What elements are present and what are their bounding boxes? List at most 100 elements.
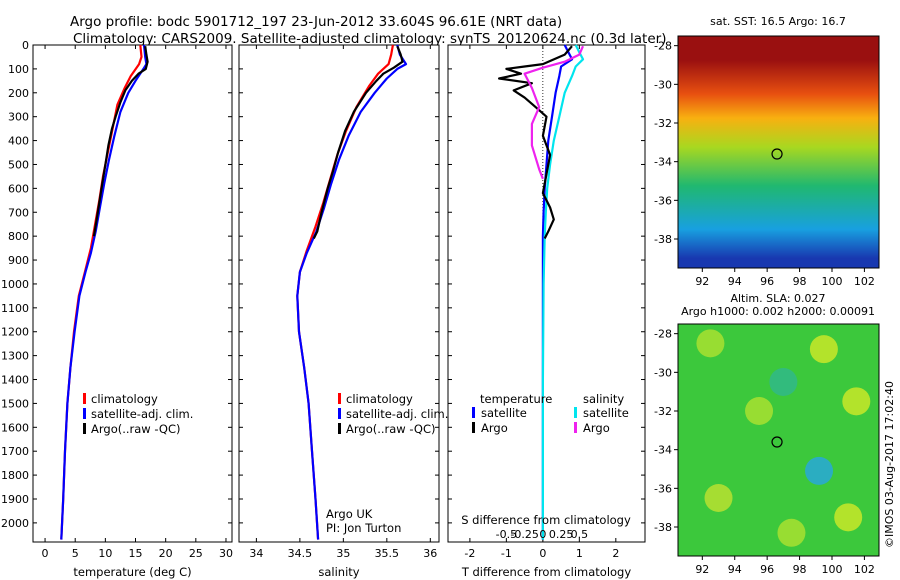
credit-text: ©IMOS 03-Aug-2017 17:02:40 bbox=[883, 381, 896, 548]
temperature-frame bbox=[32, 44, 233, 543]
sla-map-xtick-label: 96 bbox=[760, 563, 774, 576]
sst-map-ytick-label: -38 bbox=[654, 233, 672, 246]
sla-anomaly-blob bbox=[704, 484, 733, 512]
difference-xtick-label: 2 bbox=[612, 547, 619, 560]
temperature-ytick-label: 300 bbox=[8, 111, 29, 124]
difference-xtick-label: 0 bbox=[539, 547, 546, 560]
sst-map-panel: 92 94 96 98 100 102 -28 -30 -32 -34 -36 -38 sat. SST… bbox=[654, 15, 880, 288]
sst-field bbox=[678, 36, 879, 268]
temperature-ytick-label: 100 bbox=[8, 63, 29, 76]
legend-label: Argo(..raw -QC) bbox=[91, 422, 181, 436]
temperature-ytick-label: 1100 bbox=[1, 302, 29, 315]
temperature-xtick-label: 15 bbox=[129, 547, 143, 560]
temperature-ytick-label: 1000 bbox=[1, 278, 29, 291]
sla-anomaly-blob bbox=[809, 335, 838, 364]
legend-label: Argo bbox=[481, 421, 508, 435]
legend-label: satellite-adj. clim. bbox=[91, 407, 193, 421]
sla-map-title: Altim. SLA: 0.027 bbox=[730, 292, 825, 305]
temperature-xtick-label: 25 bbox=[189, 547, 203, 560]
legend-swatch bbox=[338, 423, 341, 434]
sla-map-ytick-label: -34 bbox=[654, 444, 672, 457]
temperature-ytick-label: 900 bbox=[8, 254, 29, 267]
salinity-xtick-label: 35.5 bbox=[375, 547, 400, 560]
difference-xtick2-label: 0.25 bbox=[549, 528, 574, 541]
difference-xtick2-label: -0.25 bbox=[510, 528, 538, 541]
temperature-xtick-label: 10 bbox=[98, 547, 112, 560]
sla-map-field bbox=[678, 324, 879, 556]
salinity-xtick-label: 34.5 bbox=[288, 547, 313, 560]
legend-swatch bbox=[574, 422, 577, 433]
sla-map-panel: 92 94 96 98 100 102 -28 -30 -32 -34 -36 -38 Altim. S… bbox=[654, 292, 880, 576]
temperature-series-argorawqc bbox=[92, 46, 149, 237]
temperature-ytick-label: 200 bbox=[8, 87, 29, 100]
salinity-panel: 34 34.5 35 35.5 36 salinity climatologysatelli… bbox=[238, 44, 448, 579]
temperature-xtick-label: 30 bbox=[219, 547, 233, 560]
figure-title-line2: Climatology: CARS2009. Satellite-adjuste… bbox=[73, 31, 666, 47]
difference-xtick2-label: -0.5 bbox=[496, 528, 517, 541]
temperature-ytick-label: 1600 bbox=[1, 421, 29, 434]
difference-xlabel2: S difference from climatology bbox=[461, 513, 631, 527]
sla-anomaly-blob bbox=[842, 387, 871, 416]
difference-panel: -2 -1 0 1 2 T difference from climatology -0.5… bbox=[447, 44, 646, 579]
difference-xtick-label: -1 bbox=[501, 547, 512, 560]
temperature-ytick-label: 2000 bbox=[1, 517, 29, 530]
legend-swatch bbox=[83, 423, 86, 434]
sla-anomaly-blob bbox=[745, 397, 774, 425]
temperature-ytick-label: 1900 bbox=[1, 493, 29, 506]
sst-map-ytick-label: -36 bbox=[654, 194, 672, 207]
legend-swatch bbox=[472, 422, 475, 433]
temperature-xlabel: temperature (deg C) bbox=[73, 565, 191, 579]
sla-map-ytick-label: -32 bbox=[654, 405, 672, 418]
sla-anomaly-blob bbox=[805, 456, 834, 485]
temperature-ytick-label: 700 bbox=[8, 206, 29, 219]
difference-xtick2-label: 0.5 bbox=[571, 528, 589, 541]
salinity-frame bbox=[238, 44, 440, 543]
sla-map-xtick-label: 94 bbox=[728, 563, 742, 576]
sst-map-frame bbox=[677, 35, 880, 269]
sst-map-field bbox=[678, 36, 879, 268]
sla-map-ytick-label: -30 bbox=[654, 366, 672, 379]
temperature-ytick-label: 1700 bbox=[1, 445, 29, 458]
difference-xlabel: T difference from climatology bbox=[461, 565, 632, 579]
sla-map-xtick-label: 92 bbox=[695, 563, 709, 576]
difference-series-satellite-salinity bbox=[541, 44, 585, 540]
difference-xtick-label: 1 bbox=[576, 547, 583, 560]
legend-label: Argo bbox=[583, 421, 610, 435]
difference-xtick-label: -2 bbox=[464, 547, 475, 560]
legend-label: satellite bbox=[583, 406, 629, 420]
difference-xtick2-label: 0 bbox=[539, 528, 546, 541]
difference-legend-title: salinity bbox=[583, 392, 624, 406]
sla-anomaly-blob bbox=[696, 329, 725, 358]
sst-map-xtick-label: 100 bbox=[821, 275, 842, 288]
temperature-ytick-label: 800 bbox=[8, 230, 29, 243]
sst-map-ytick-label: -28 bbox=[654, 40, 672, 53]
temperature-ytick-label: 1400 bbox=[1, 374, 29, 387]
sla-map-subtitle: Argo h1000: 0.002 h2000: 0.00091 bbox=[681, 305, 875, 318]
difference-series-argo-temperature bbox=[498, 45, 573, 239]
temperature-xtick-label: 5 bbox=[72, 547, 79, 560]
sla-anomaly-blob bbox=[769, 368, 798, 396]
temperature-ytick-label: 600 bbox=[8, 182, 29, 195]
temperature-xtick-label: 0 bbox=[42, 547, 49, 560]
legend-label: Argo(..raw -QC) bbox=[346, 422, 436, 436]
sst-map-xtick-label: 102 bbox=[854, 275, 875, 288]
legend-label: satellite-adj. clim. bbox=[346, 407, 448, 421]
legend-label: climatology bbox=[346, 392, 413, 406]
temperature-panel: 0100200300400500600700800900100011001200… bbox=[1, 39, 233, 579]
temperature-ytick-label: 1200 bbox=[1, 326, 29, 339]
difference-legend-title: temperature bbox=[480, 392, 552, 406]
sla-map-xtick-label: 98 bbox=[793, 563, 807, 576]
sla-map-ytick-label: -38 bbox=[654, 521, 672, 534]
temperature-ytick-label: 0 bbox=[22, 39, 29, 52]
legend-swatch bbox=[338, 393, 341, 404]
legend-swatch bbox=[338, 408, 341, 419]
sst-map-xtick-label: 98 bbox=[793, 275, 807, 288]
legend-swatch bbox=[574, 407, 577, 418]
sst-map-xtick-label: 96 bbox=[760, 275, 774, 288]
salinity-annotation: Argo UK bbox=[326, 507, 373, 521]
temperature-ytick-label: 1300 bbox=[1, 350, 29, 363]
difference-series-argo-salinity bbox=[523, 45, 585, 180]
legend-swatch bbox=[83, 408, 86, 419]
salinity-xtick-label: 36 bbox=[423, 547, 437, 560]
legend-swatch bbox=[83, 393, 86, 404]
